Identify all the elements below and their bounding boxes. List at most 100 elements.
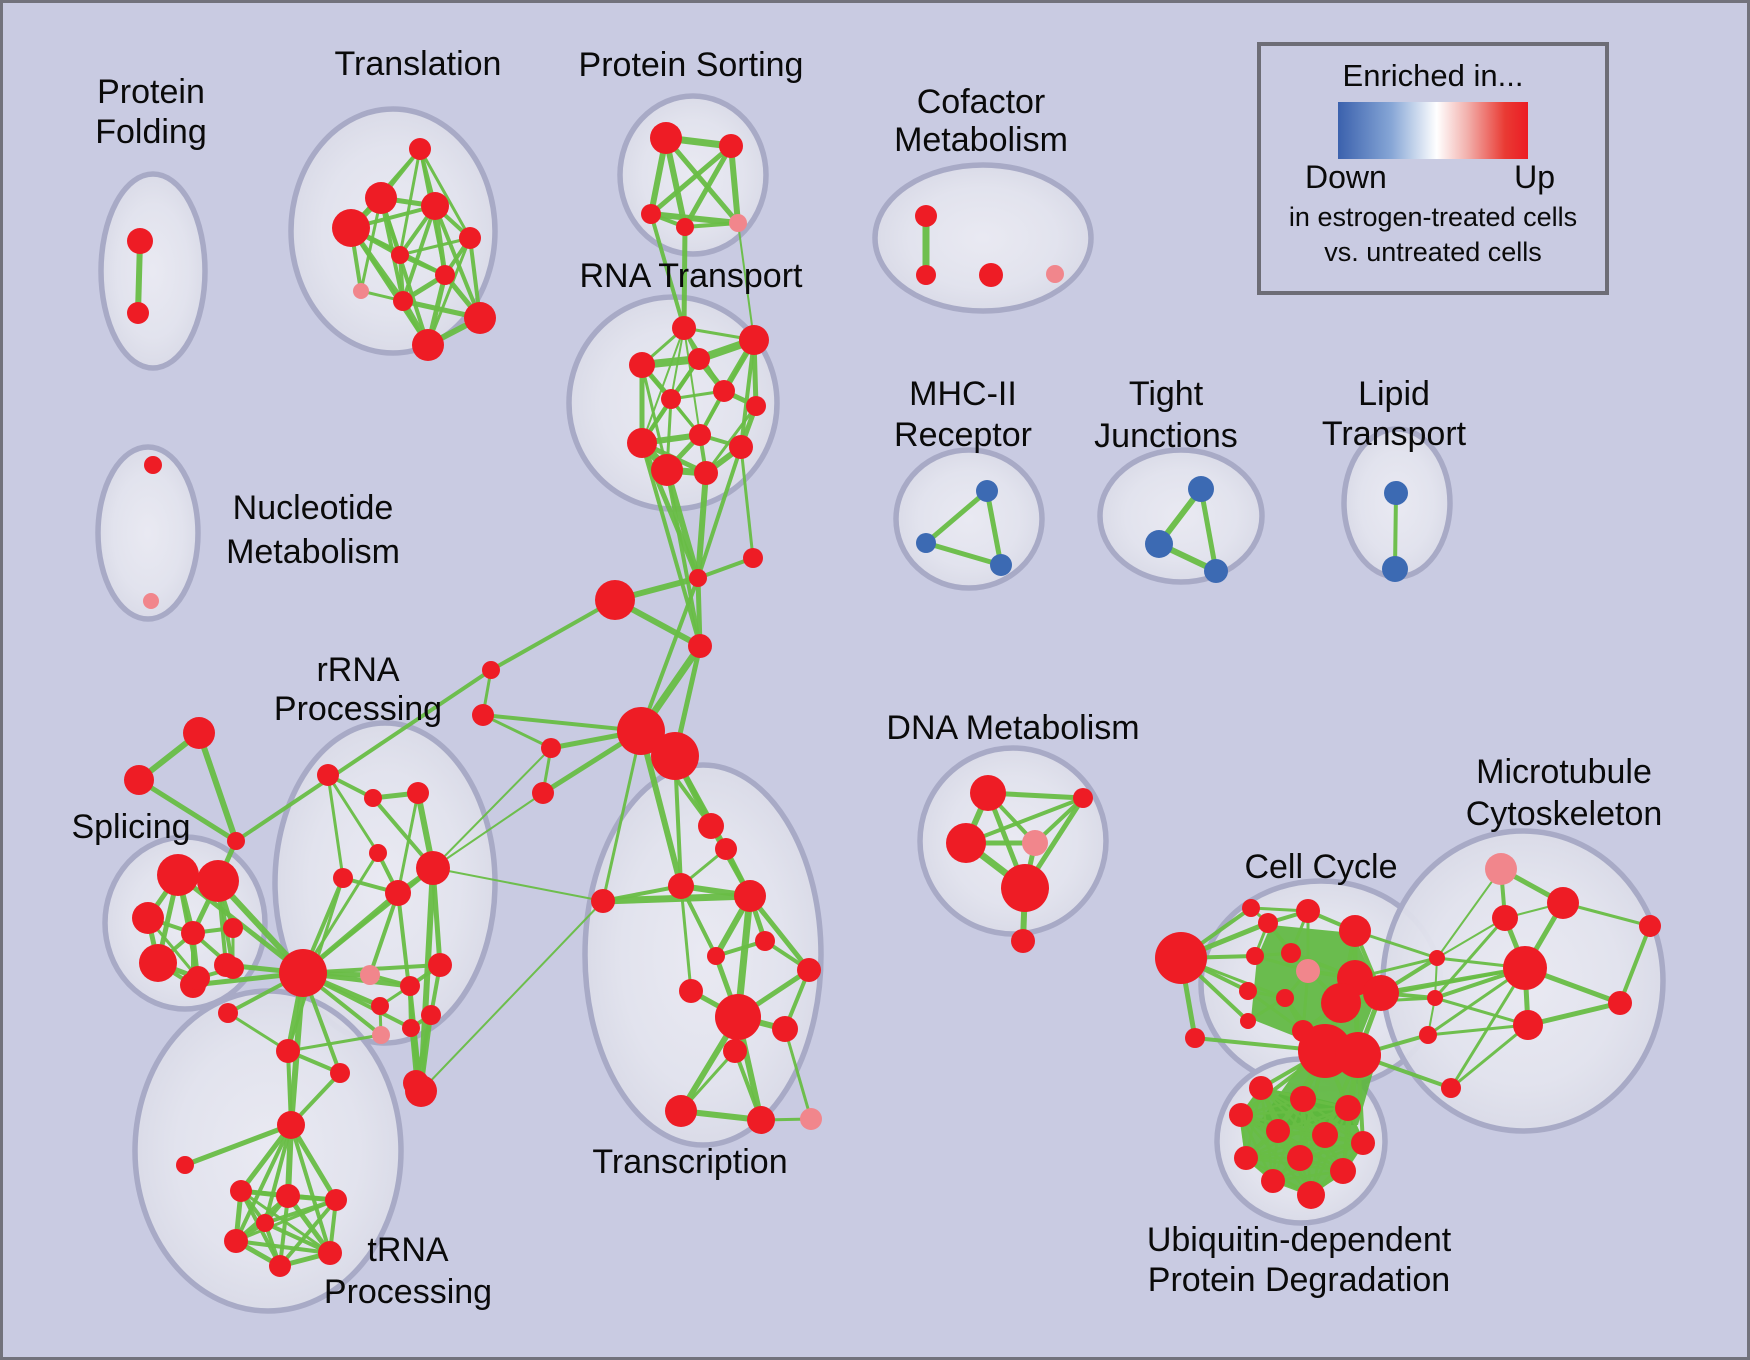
network-node-upregulated [402, 1019, 420, 1037]
network-node-downregulated [1204, 559, 1228, 583]
network-node-downregulated [1188, 476, 1214, 502]
legend-gradient-bar [1338, 102, 1528, 159]
network-node-upregulated [332, 209, 370, 247]
network-edge [1426, 1023, 1530, 1037]
cluster-microtubule-cytoskeleton-label: Microtubule [1476, 753, 1652, 791]
network-edge [641, 327, 685, 444]
network-node-upregulated [1492, 905, 1518, 931]
network-node-upregulated [277, 1111, 305, 1139]
network-edge [398, 236, 472, 257]
network-node-upregulated [698, 813, 724, 839]
network-node-upregulated [407, 782, 429, 804]
network-node-upregulated [269, 1255, 291, 1277]
network-edge [481, 713, 553, 750]
network-node-upregulated [651, 732, 699, 780]
network-node-weakly-upregulated [1296, 959, 1320, 983]
cluster-dna-metabolism-label: DNA Metabolism [886, 709, 1139, 747]
network-node-upregulated [1246, 947, 1264, 965]
network-edge [432, 867, 604, 902]
network-node-weakly-upregulated [729, 214, 747, 232]
network-node-upregulated [222, 957, 244, 979]
network-edge [234, 1123, 293, 1243]
network-edge [286, 1033, 383, 1053]
network-node-upregulated [719, 134, 743, 158]
cluster-tight-junctions-label: Tight [1129, 375, 1204, 413]
network-node-upregulated [330, 1063, 350, 1083]
network-node-downregulated [1145, 530, 1173, 558]
network-node-upregulated [186, 966, 210, 990]
network-node-upregulated [333, 868, 353, 888]
network-edge [599, 892, 754, 905]
network-node-upregulated [797, 958, 821, 982]
network-edge [695, 470, 709, 581]
network-edge [418, 147, 472, 240]
network-node-upregulated [729, 435, 753, 459]
network-node-upregulated [218, 1003, 238, 1023]
network-node-downregulated [1384, 481, 1408, 505]
network-edge [278, 1198, 338, 1268]
network-node-upregulated [409, 138, 431, 160]
cluster-rna-transport-label: RNA Transport [580, 257, 804, 295]
network-edge [368, 891, 400, 977]
network-edge [1244, 1133, 1327, 1160]
network-node-upregulated [595, 580, 635, 620]
network-node-weakly-upregulated [1046, 265, 1064, 283]
network-node-upregulated [391, 246, 409, 264]
network-node-upregulated [688, 634, 712, 658]
network-node-upregulated [651, 454, 683, 486]
network-node-downregulated [1382, 556, 1408, 582]
network-edge [1433, 996, 1530, 1027]
network-edge [234, 668, 493, 843]
network-node-downregulated [990, 554, 1012, 576]
network-edge [737, 222, 755, 341]
network-edge [923, 540, 1004, 568]
network-edge [681, 224, 688, 331]
cluster-protein-folding-boundary [98, 171, 208, 371]
network-edge [665, 468, 702, 648]
network-edge [648, 143, 734, 217]
network-node-upregulated [371, 997, 389, 1015]
network-node-upregulated [641, 204, 661, 224]
network-node-upregulated [364, 789, 382, 807]
network-node-upregulated [747, 1106, 775, 1134]
network-node-weakly-upregulated [1485, 853, 1517, 885]
network-node-upregulated [1419, 1026, 1437, 1044]
network-node-upregulated [464, 302, 496, 334]
network-edge [663, 135, 741, 226]
network-node-upregulated [256, 1214, 274, 1232]
cluster-rrna-processing-label: Processing [274, 690, 442, 728]
network-edge [683, 327, 701, 436]
network-edge [682, 143, 734, 230]
network-edge [1449, 1023, 1530, 1090]
cluster-ubiquitin-dependent-protein-degradation-label: Ubiquitin-dependent [1147, 1221, 1452, 1259]
network-node-upregulated [1239, 982, 1257, 1000]
network-node-upregulated [1429, 950, 1445, 966]
cluster-protein-folding-label: Protein [97, 73, 205, 111]
network-node-weakly-upregulated [372, 1026, 390, 1044]
network-edge [739, 338, 756, 449]
network-node-upregulated [946, 823, 986, 863]
cluster-mhc-ii-receptor-label: Receptor [894, 416, 1032, 454]
network-node-upregulated [713, 380, 735, 402]
network-node-upregulated [1276, 989, 1294, 1007]
network-node-upregulated [1258, 913, 1278, 933]
network-node-upregulated [772, 1016, 798, 1042]
network-node-upregulated [1261, 1169, 1285, 1193]
network-node-upregulated [1234, 1146, 1258, 1170]
network-edge [679, 884, 693, 993]
network-node-upregulated [127, 302, 149, 324]
network-node-upregulated [1229, 1103, 1253, 1127]
cluster-trna-processing-label: Processing [324, 1273, 492, 1311]
network-node-upregulated [689, 569, 707, 587]
network-node-upregulated [230, 1180, 252, 1202]
network-edge [420, 900, 604, 1092]
network-node-upregulated [970, 775, 1006, 811]
cluster-cofactor-metabolism-boundary [872, 162, 1094, 314]
network-edge [696, 445, 743, 580]
cluster-tight-junctions-label: Junctions [1094, 417, 1238, 455]
network-node-upregulated [276, 1039, 300, 1063]
network-node-upregulated [1503, 946, 1547, 990]
network-edge [648, 211, 741, 226]
